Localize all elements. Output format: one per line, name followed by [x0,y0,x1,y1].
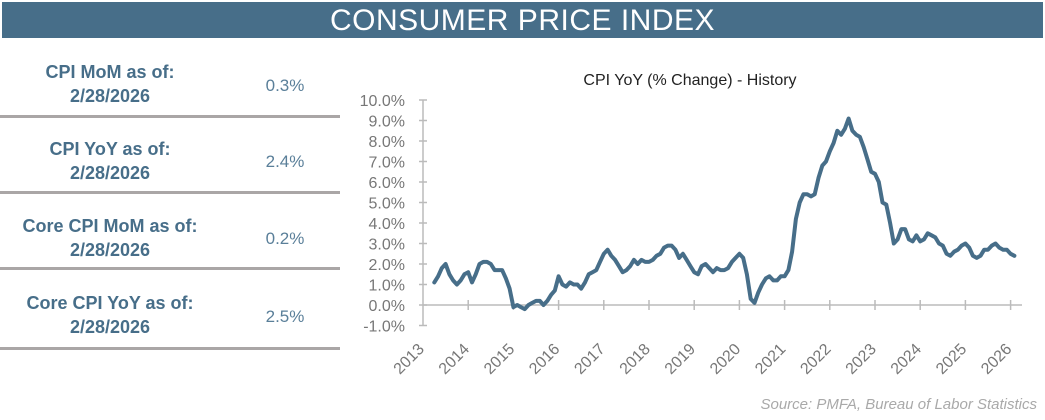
stat-core-cpi-mom: Core CPI MoM as of: 2/28/2026 0.2% [0,214,340,270]
y-tick-label: 6.0% [369,175,405,192]
x-tick-label: 2021 [752,341,789,378]
y-tick-label: 7.0% [369,155,405,172]
x-tick-label: 2018 [617,341,654,378]
x-tick-label: 2016 [526,341,563,378]
x-tick-label: 2026 [978,341,1015,378]
x-tick-label: 2022 [797,341,834,378]
y-tick-label: 10.0% [360,93,405,110]
divider [0,267,340,270]
page-title: CONSUMER PRICE INDEX [2,2,1043,38]
x-tick-label: 2017 [571,341,608,378]
y-tick-label: 8.0% [369,134,405,151]
stat-cpi-yoy: CPI YoY as of: 2/28/2026 2.4% [0,137,340,193]
divider [0,347,340,350]
divider [0,191,340,194]
x-tick-label: 2015 [481,341,518,378]
series-line [432,116,1017,312]
stat-value: 0.3% [265,76,305,95]
y-tick-label: 4.0% [369,216,405,233]
x-tick-label: 2020 [707,341,744,378]
stat-date: 2/28/2026 [69,317,151,337]
stat-value: 2.5% [265,307,305,326]
y-tick-label: 0.0% [369,298,405,315]
stat-date: 2/28/2026 [69,86,151,106]
x-tick-label: 2023 [843,341,880,378]
stat-date: 2/28/2026 [69,163,151,183]
stat-label: CPI MoM as of: [45,62,175,82]
stat-value: 2.4% [265,152,305,171]
y-tick-label: 5.0% [369,196,405,213]
stat-value: 0.2% [265,229,305,248]
chart-title: CPI YoY (% Change) - History [583,72,796,89]
x-tick-label: 2024 [888,341,925,378]
x-tick-label: 2014 [436,341,473,378]
y-tick-label: 3.0% [369,237,405,254]
y-tick-label: -1.0% [363,319,405,336]
y-tick-label: 9.0% [369,114,405,131]
stat-label: Core CPI MoM as of: [22,216,198,236]
source-note: Source: PMFA, Bureau of Labor Statistics [760,396,1037,413]
x-tick-label: 2019 [662,341,699,378]
stat-date: 2/28/2026 [69,240,151,260]
x-tick-label: 2013 [391,341,428,378]
y-tick-label: 1.0% [369,278,405,295]
stat-label: CPI YoY as of: [49,139,171,159]
stat-label: Core CPI YoY as of: [26,293,194,313]
y-tick-label: 2.0% [369,257,405,274]
divider [0,115,340,118]
stat-core-cpi-yoy: Core CPI YoY as of: 2/28/2026 2.5% [0,291,340,347]
stat-cpi-mom: CPI MoM as of: 2/28/2026 0.3% [0,60,340,116]
x-tick-label: 2025 [933,341,970,378]
